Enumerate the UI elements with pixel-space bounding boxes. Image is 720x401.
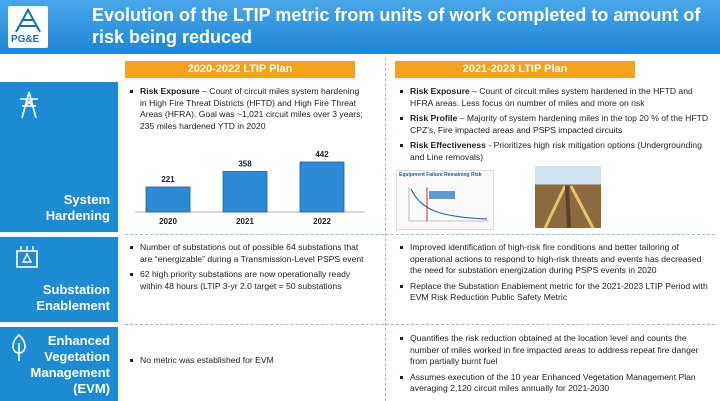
bullet-list: Risk Exposure – Count of circuit miles s… [128,86,368,136]
bullet-text: 62 high priority substations are now ope… [140,269,350,291]
bullet-label: Risk Profile [410,113,457,123]
bar [223,172,267,212]
bullet-list: Number of substations out of possible 64… [128,242,373,296]
risk-chart-image: Equipment Failure Remaining Risk [396,170,494,230]
bullet-item: Risk Exposure – Count of circuit miles s… [128,86,368,132]
value-label: 442 [315,150,329,159]
bullet-text: Replace the Substation Enablement metric… [410,281,708,303]
bullet-item: No metric was established for EVM [128,355,373,367]
row-separator [125,324,715,325]
bar-chart: 221 2020 358 2021 442 2022 [125,148,375,232]
logo-text: PG&E [11,34,39,45]
bullet-item: Risk Exposure – Count of circuit miles s… [398,86,713,109]
x-tick-label: 2022 [313,217,331,226]
bullet-label: Risk Exposure [410,86,470,96]
value-label: 221 [161,175,175,184]
row-label-box: Enhanced Vegetation Management (EVM) [0,327,118,401]
bullet-list: Risk Exposure – Count of circuit miles s… [398,86,713,167]
bullet-list: Quantifies the risk reduction obtained a… [398,333,713,399]
bullet-item: 62 high priority substations are now ope… [128,269,373,292]
row-label: System Hardening [40,192,110,224]
risk-curve [397,179,493,227]
bar [300,162,344,212]
row-label: Substation Enablement [20,282,110,314]
column-separator [385,58,386,401]
x-tick-label: 2021 [236,217,254,226]
trench-photo [535,166,601,228]
x-tick-label: 2020 [159,217,177,226]
image-title: Equipment Failure Remaining Risk [397,171,493,179]
bullet-item: Number of substations out of possible 64… [128,242,373,265]
column-header: 2021-2023 LTIP Plan [395,61,635,78]
row-label-box: System Hardening [0,82,118,232]
title: Evolution of the LTIP metric from units … [92,4,712,48]
bullet-label: Risk Exposure [140,86,200,96]
bullet-text: Assumes execution of the 10 year Enhance… [410,372,696,394]
bullet-item: Risk Profile – Majority of system harden… [398,113,713,136]
bullet-list: No metric was established for EVM [128,355,373,371]
slide: PG&E Evolution of the LTIP metric from u… [0,0,720,401]
bullet-item: Quantifies the risk reduction obtained a… [398,333,713,368]
substation-icon [14,243,40,269]
bullet-item: Risk Effectiveness - Prioritizes high ri… [398,140,713,163]
bullet-item: Improved identification of high-risk fir… [398,242,713,277]
tower-icon [14,90,44,120]
row-label-box: Substation Enablement [0,237,118,322]
bullet-text: No metric was established for EVM [140,355,274,365]
row-label: Enhanced Vegetation Management (EVM) [18,333,110,397]
value-label: 358 [238,160,252,169]
bar [146,187,190,212]
bullet-text: Improved identification of high-risk fir… [410,242,701,275]
logo-icon [8,6,48,36]
photo-detail [535,166,601,228]
row-separator [125,234,715,235]
column-header: 2020-2022 LTIP Plan [125,61,355,78]
bullet-list: Improved identification of high-risk fir… [398,242,713,308]
bullet-item: Assumes execution of the 10 year Enhance… [398,372,713,395]
bullet-label: Risk Effectiveness [410,140,486,150]
bullet-text: Number of substations out of possible 64… [140,242,364,264]
bullet-item: Replace the Substation Enablement metric… [398,281,713,304]
bullet-text: Quantifies the risk reduction obtained a… [410,333,699,366]
logo: PG&E [8,6,48,48]
